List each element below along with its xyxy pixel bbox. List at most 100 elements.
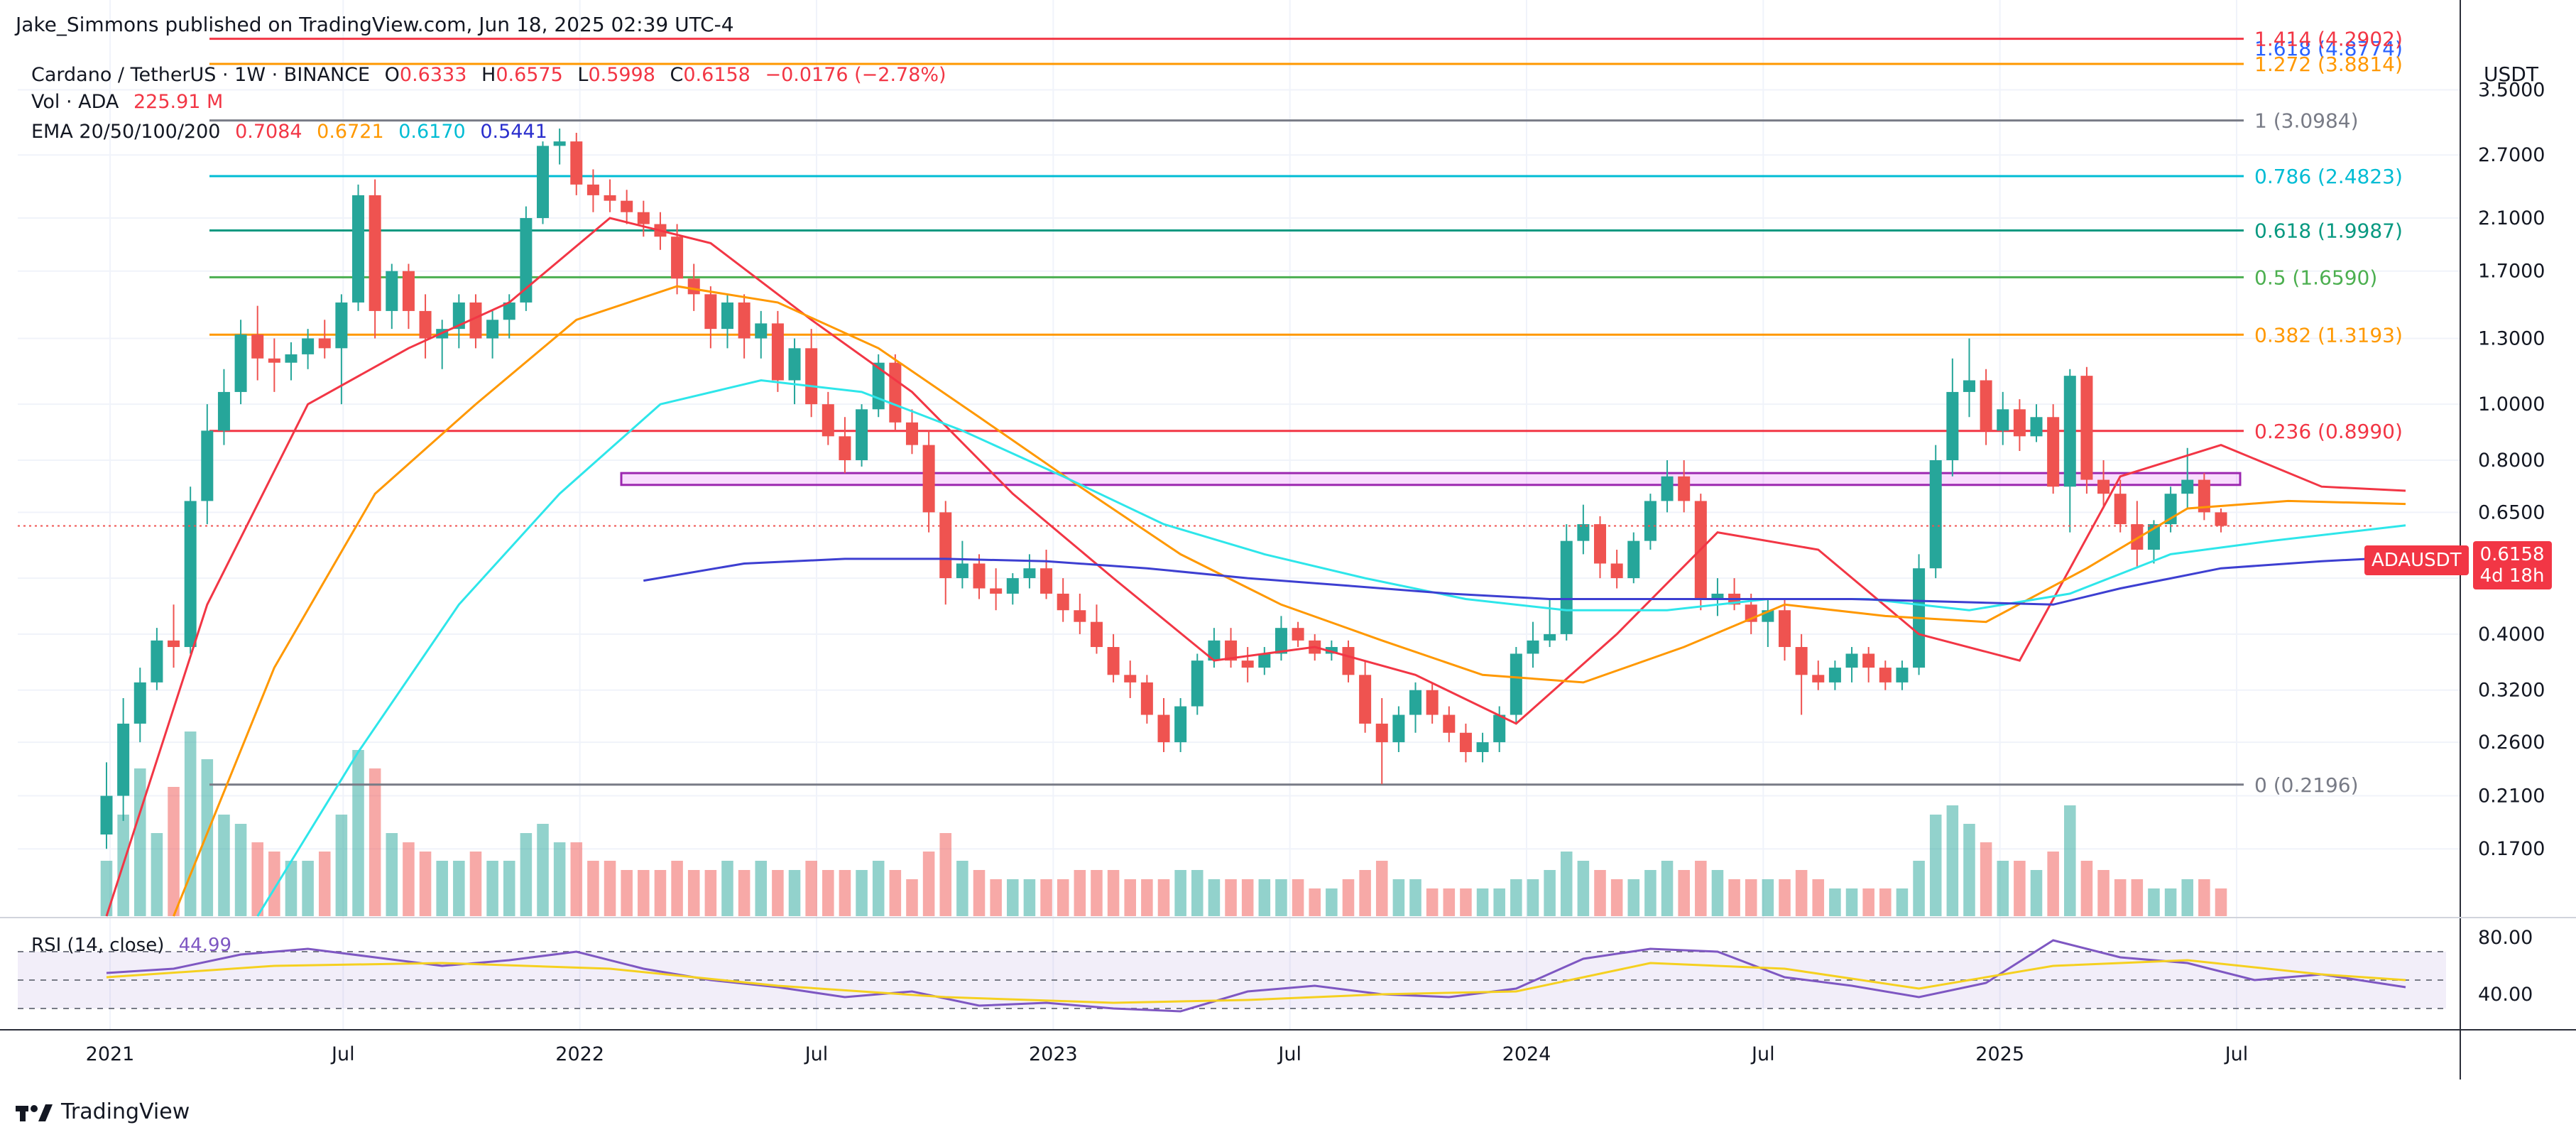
x-tick-label: Jul — [804, 1043, 829, 1065]
volume-bar — [621, 870, 633, 916]
volume-bar — [654, 870, 667, 916]
x-tick-label: 2022 — [555, 1043, 604, 1065]
ohlc-high: H0.6575 — [481, 64, 563, 86]
volume-bar — [2097, 870, 2110, 916]
y-tick-label: 1.0000 — [2478, 393, 2545, 415]
candle-body — [419, 310, 432, 339]
volume-bar — [906, 879, 918, 916]
volume-bar — [1644, 870, 1657, 916]
volume-bar — [2198, 879, 2210, 916]
volume-bar — [436, 861, 448, 916]
candle-body — [1577, 524, 1590, 541]
candle-body — [503, 302, 515, 320]
volume-bars — [100, 732, 2227, 916]
fib-label: 0 (0.2196) — [2254, 773, 2359, 797]
volume-bar — [2030, 870, 2043, 916]
candle-body — [1527, 640, 1539, 654]
volume-bar — [939, 833, 952, 916]
y-tick-label: 0.2600 — [2478, 732, 2545, 754]
volume-bar — [805, 861, 817, 916]
candle-body — [1040, 568, 1053, 594]
volume-bar — [1728, 879, 1740, 916]
candle-body — [956, 563, 968, 579]
axes: 3.5000 2.7000 2.1000 1.7000 1.3000 1.0000 0.80… — [0, 0, 2576, 1080]
volume-bar — [1208, 879, 1221, 916]
volume-bar — [1913, 861, 1925, 916]
fib-label: 0.786 (2.4823) — [2254, 165, 2403, 188]
volume-bar — [234, 824, 247, 916]
candle-body — [302, 338, 315, 354]
volume-bar — [201, 759, 214, 916]
candle-body — [704, 294, 717, 330]
volume-bar — [638, 870, 650, 916]
candle-body — [234, 335, 247, 392]
candle-body — [990, 588, 1003, 594]
candle-body — [268, 358, 280, 363]
candle-body — [1997, 409, 2009, 431]
volume-bar — [1241, 879, 1254, 916]
tradingview-logo[interactable]: TradingView — [16, 1099, 190, 1124]
candle-body — [973, 563, 986, 589]
candle-body — [386, 271, 398, 311]
fib-label: 0.382 (1.3193) — [2254, 323, 2403, 347]
volume-bar — [1157, 879, 1170, 916]
volume-bar — [2164, 888, 2177, 916]
rsi-tick-label: 80.00 — [2478, 927, 2533, 949]
x-tick-label: Jul — [1277, 1043, 1301, 1065]
volume-bar — [285, 861, 298, 916]
volume-bar — [1745, 879, 1757, 916]
volume-bar — [133, 768, 146, 916]
candle-body — [486, 320, 499, 339]
candle-body — [168, 640, 180, 648]
y-tick-label: 0.6500 — [2478, 501, 2545, 523]
candle-body — [133, 682, 146, 724]
support-zone — [620, 472, 2242, 486]
volume-bar — [1510, 879, 1522, 916]
volume-bar — [1258, 879, 1271, 916]
candle-body — [621, 200, 633, 212]
rsi-value: 44.99 — [178, 935, 232, 956]
candle-body — [922, 445, 935, 513]
candle-body — [1896, 668, 1909, 683]
y-tick-label: 3.5000 — [2478, 80, 2545, 102]
candle-body — [905, 422, 918, 445]
currency-selector[interactable]: USDT — [2484, 62, 2538, 86]
candle-body — [1359, 675, 1372, 724]
ohlc-close: C0.6158 — [670, 64, 751, 86]
volume-bar — [856, 870, 868, 916]
candle-body — [1845, 653, 1858, 668]
volume-bar — [721, 861, 733, 916]
candle-body — [1929, 460, 1942, 569]
candle-body — [1795, 647, 1808, 675]
volume-bar — [1023, 879, 1036, 916]
volume-bar — [1124, 879, 1137, 916]
volume-bar — [2014, 861, 2026, 916]
fib-label: 0.5 (1.6590) — [2254, 266, 2377, 289]
candle-body — [738, 302, 751, 339]
price-tag-price: 0.6158 — [2479, 544, 2545, 565]
candle-body — [570, 141, 583, 185]
volume-bar — [1963, 824, 1975, 916]
volume-bar — [184, 732, 197, 916]
volume-bar — [1527, 879, 1539, 916]
volume-bar — [1057, 879, 1069, 916]
volume-bar — [2114, 879, 2127, 916]
candle-body — [201, 430, 214, 501]
volume-bar — [1711, 870, 1724, 916]
volume-bar — [1174, 870, 1186, 916]
y-tick-label: 2.7000 — [2478, 144, 2545, 166]
volume-bar — [822, 870, 834, 916]
volume-bar — [1342, 879, 1355, 916]
candle-body — [553, 141, 566, 146]
candle-body — [2215, 512, 2227, 526]
candle-body — [755, 323, 768, 339]
volume-bar — [704, 870, 717, 916]
volume-bar — [386, 833, 398, 916]
volume-bar — [1141, 879, 1153, 916]
volume-bar — [1040, 879, 1052, 916]
ema-legend: EMA 20/50/100/200 0.7084 0.6721 0.6170 0… — [31, 121, 556, 143]
candle-body — [1828, 668, 1841, 683]
ohlc-change: −0.0176 (−2.78%) — [765, 64, 946, 86]
volume-bar — [2148, 888, 2160, 916]
